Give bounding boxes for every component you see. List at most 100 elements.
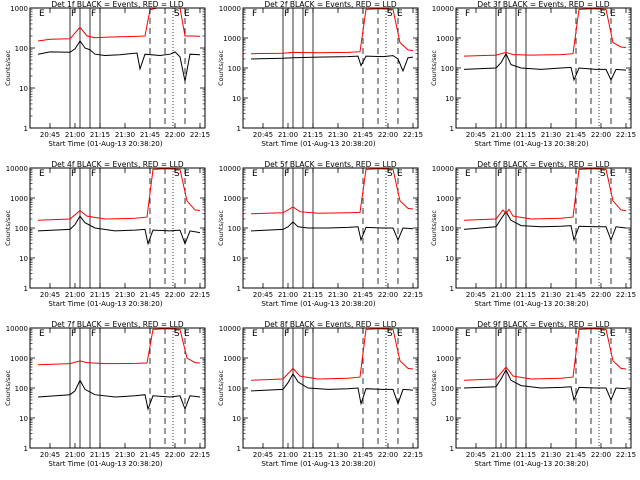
y-tick-label: 1 [450, 285, 454, 293]
marker-letter: F [71, 169, 76, 179]
chart-title: Det 9f BLACK = Events, RED = LLD [477, 320, 610, 329]
y-tick-label: 1 [237, 445, 241, 453]
y-tick-label: 100 [15, 45, 28, 53]
marker-letter: S [174, 169, 180, 179]
marker-letter: S [600, 169, 606, 179]
y-tick-label: 10 [445, 255, 454, 263]
y-tick-label: 10 [19, 255, 28, 263]
y-tick-label: 10000 [6, 165, 28, 173]
marker-letter: E [184, 329, 190, 339]
x-tick-label: 22:15 [403, 291, 423, 299]
y-tick-label: 1000 [223, 355, 241, 363]
x-tick-label: 20:45 [40, 131, 60, 139]
marker-letter: F [71, 329, 76, 339]
x-tick-label: 21:45 [353, 291, 373, 299]
y-axis-label: Counts/sec [430, 370, 438, 406]
x-axis-label: Start Time (01-Aug-13 20:38:20) [48, 460, 162, 468]
y-tick-label: 10000 [432, 325, 454, 333]
x-tick-label: 21:00 [65, 291, 85, 299]
y-tick-label: 10 [232, 415, 241, 423]
plot-frame [29, 327, 206, 449]
y-axis-label: Counts/sec [217, 210, 225, 246]
marker-letter: F [497, 329, 502, 339]
x-tick-label: 21:45 [140, 291, 160, 299]
x-tick-label: 21:30 [541, 291, 561, 299]
x-tick-label: 22:15 [190, 131, 210, 139]
series-events [37, 379, 201, 411]
x-tick-label: 21:00 [491, 291, 511, 299]
marker-letter: S [387, 169, 393, 179]
y-tick-label: 1000 [10, 5, 28, 13]
marker-letter: S [387, 9, 393, 19]
marker-letter: S [600, 329, 606, 339]
x-tick-label: 21:30 [541, 131, 561, 139]
series-lld [250, 328, 414, 381]
plot-frame [29, 167, 206, 289]
marker-letter: F [517, 329, 522, 339]
x-tick-label: 21:00 [278, 451, 298, 459]
marker-letter: F [284, 9, 289, 19]
chart-title: Det 6f BLACK = Events, RED = LLD [477, 160, 610, 169]
x-tick-label: 22:15 [616, 131, 636, 139]
chart-title: Det 4f BLACK = Events, RED = LLD [51, 160, 184, 169]
marker-letter: F [465, 9, 470, 19]
y-tick-label: 1 [450, 125, 454, 133]
y-tick-label: 1 [237, 125, 241, 133]
y-tick-label: 100 [228, 65, 241, 73]
chart-title: Det 2f BLACK = Events, RED = LLD [264, 0, 397, 9]
series-events [250, 55, 414, 73]
x-tick-label: 21:45 [140, 131, 160, 139]
marker-letter: S [174, 9, 180, 19]
x-tick-label: 21:30 [541, 451, 561, 459]
y-tick-label: 1000 [436, 355, 454, 363]
x-tick-label: 22:00 [165, 451, 185, 459]
y-tick-label: 1 [24, 285, 28, 293]
x-tick-label: 20:45 [40, 451, 60, 459]
marker-letter: F [497, 9, 502, 19]
chart-title: Det 3f BLACK = Events, RED = LLD [477, 0, 610, 9]
marker-letter: S [174, 329, 180, 339]
y-tick-label: 10000 [219, 325, 241, 333]
y-axis-label: Counts/sec [4, 370, 12, 406]
plot-frame [29, 7, 206, 129]
series-lld [37, 168, 201, 221]
x-tick-label: 21:30 [115, 291, 135, 299]
plot-frame [242, 7, 419, 129]
x-tick-label: 22:00 [165, 131, 185, 139]
y-tick-label: 100 [441, 65, 454, 73]
series-events [250, 372, 414, 406]
y-tick-label: 100 [15, 385, 28, 393]
y-tick-label: 1000 [10, 355, 28, 363]
x-axis-label: Start Time (01-Aug-13 20:38:20) [261, 460, 375, 468]
x-axis-label: Start Time (01-Aug-13 20:38:20) [48, 300, 162, 308]
y-tick-label: 1000 [223, 195, 241, 203]
y-tick-label: 10000 [6, 325, 28, 333]
y-axis-label: Counts/sec [4, 50, 12, 86]
y-tick-label: 1000 [436, 195, 454, 203]
series-lld [250, 8, 414, 55]
y-tick-label: 100 [228, 385, 241, 393]
marker-letter: F [304, 9, 309, 19]
y-axis-label: Counts/sec [4, 210, 12, 246]
x-tick-label: 21:15 [516, 451, 536, 459]
marker-letter: E [465, 329, 471, 339]
marker-letter: E [610, 9, 616, 19]
y-tick-label: 1000 [10, 195, 28, 203]
x-tick-label: 22:00 [378, 451, 398, 459]
marker-letter: F [284, 329, 289, 339]
y-tick-label: 100 [228, 225, 241, 233]
x-tick-label: 21:30 [328, 451, 348, 459]
x-axis-label: Start Time (01-Aug-13 20:38:20) [474, 460, 588, 468]
series-events [37, 40, 201, 82]
y-tick-label: 100 [441, 385, 454, 393]
y-axis-label: Counts/sec [430, 210, 438, 246]
marker-letter: E [397, 169, 403, 179]
marker-letter: E [39, 9, 45, 19]
x-tick-label: 22:15 [190, 291, 210, 299]
marker-letter: F [91, 329, 96, 339]
x-tick-label: 21:45 [353, 131, 373, 139]
